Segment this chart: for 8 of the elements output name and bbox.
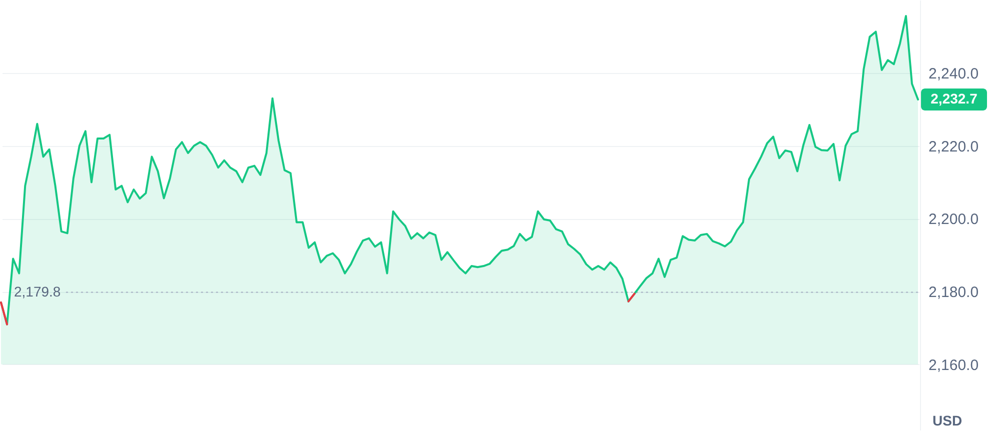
y-tick-label: 2,240.0 [928, 65, 979, 82]
data-label: 2,232.7 [930, 90, 978, 106]
y-tick-label: 2,200.0 [928, 211, 979, 228]
y-tick-label: 2,160.0 [928, 356, 979, 374]
y-axis-title: USD [932, 412, 962, 428]
y-tick-label: 2,220.0 [928, 138, 979, 156]
ref-line-label: 2,179.8 [14, 283, 61, 300]
y-tick-label: 2,180.0 [928, 284, 979, 302]
